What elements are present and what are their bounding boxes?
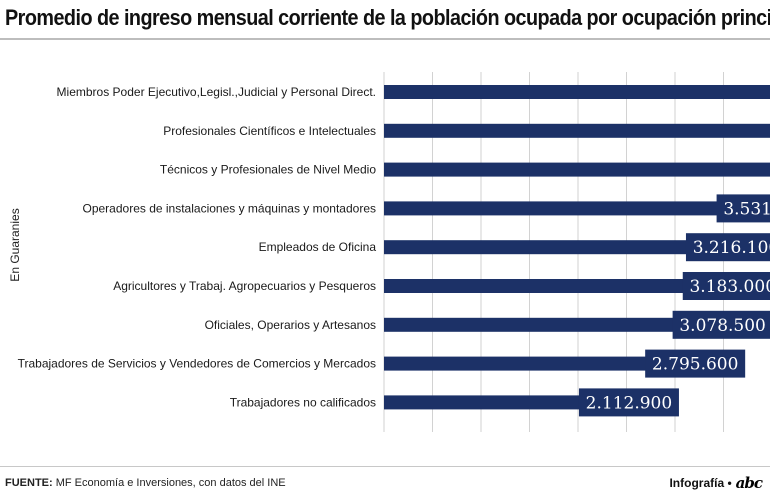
bars [384, 85, 770, 410]
category-label: Técnicos y Profesionales de Nivel Medio [160, 163, 376, 177]
bar [384, 85, 770, 99]
value-label-box [578, 388, 679, 417]
bar [384, 123, 770, 138]
bar [384, 395, 589, 410]
category-label: Empleados de Oficina [259, 240, 377, 254]
value-label: 2.795.600 [652, 355, 739, 375]
credit: Infografía • abc [669, 474, 763, 492]
category-label: Trabajadores de Servicios y Vendedores d… [18, 357, 376, 371]
category-label: Trabajadores no calificados [230, 395, 376, 409]
bar-chart: Miembros Poder Ejecutivo,Legisl.,Judicia… [8, 72, 770, 432]
bar [384, 201, 727, 216]
bar [384, 279, 693, 293]
source-label: FUENTE: [5, 477, 53, 489]
source-note: FUENTE: MF Economía e Inversiones, con d… [5, 477, 286, 489]
y-axis-label: En Guaranies [8, 208, 22, 281]
bar [384, 240, 696, 255]
source-text: MF Economía e Inversiones, con datos del… [52, 477, 286, 489]
value-labels: 7.586.1005.929.3004.403.2003.531.9003.21… [578, 194, 770, 417]
chart-title: Promedio de ingreso mensual corriente de… [5, 5, 770, 30]
value-label-box [682, 272, 770, 300]
value-label-box [672, 310, 770, 339]
category-labels: Miembros Poder Ejecutivo,Legisl.,Judicia… [18, 85, 377, 409]
category-label: Profesionales Científicos e Intelectuale… [163, 124, 376, 138]
value-label: 3.183.000 [689, 277, 770, 297]
title-divider [0, 38, 770, 40]
bar [384, 162, 770, 177]
credit-text: Infografía • [669, 476, 732, 490]
value-label: 2.112.900 [586, 393, 673, 413]
abc-logo: abc [735, 474, 763, 492]
value-label-box [685, 233, 770, 262]
value-label-box [716, 194, 770, 223]
value-label: 3.216.100 [693, 238, 770, 258]
category-label: Agricultores y Trabaj. Agropecuarios y P… [113, 279, 376, 293]
value-label: 3.078.500 [679, 316, 766, 336]
bar [384, 317, 683, 332]
category-label: Miembros Poder Ejecutivo,Legisl.,Judicia… [57, 85, 376, 99]
value-label-box [645, 349, 746, 378]
footer-divider [0, 466, 770, 467]
category-label: Oficiales, Operarios y Artesanos [205, 318, 376, 332]
value-label: 3.531.900 [723, 199, 770, 219]
category-label: Operadores de instalaciones y máquinas y… [83, 201, 377, 215]
bar [384, 356, 656, 371]
